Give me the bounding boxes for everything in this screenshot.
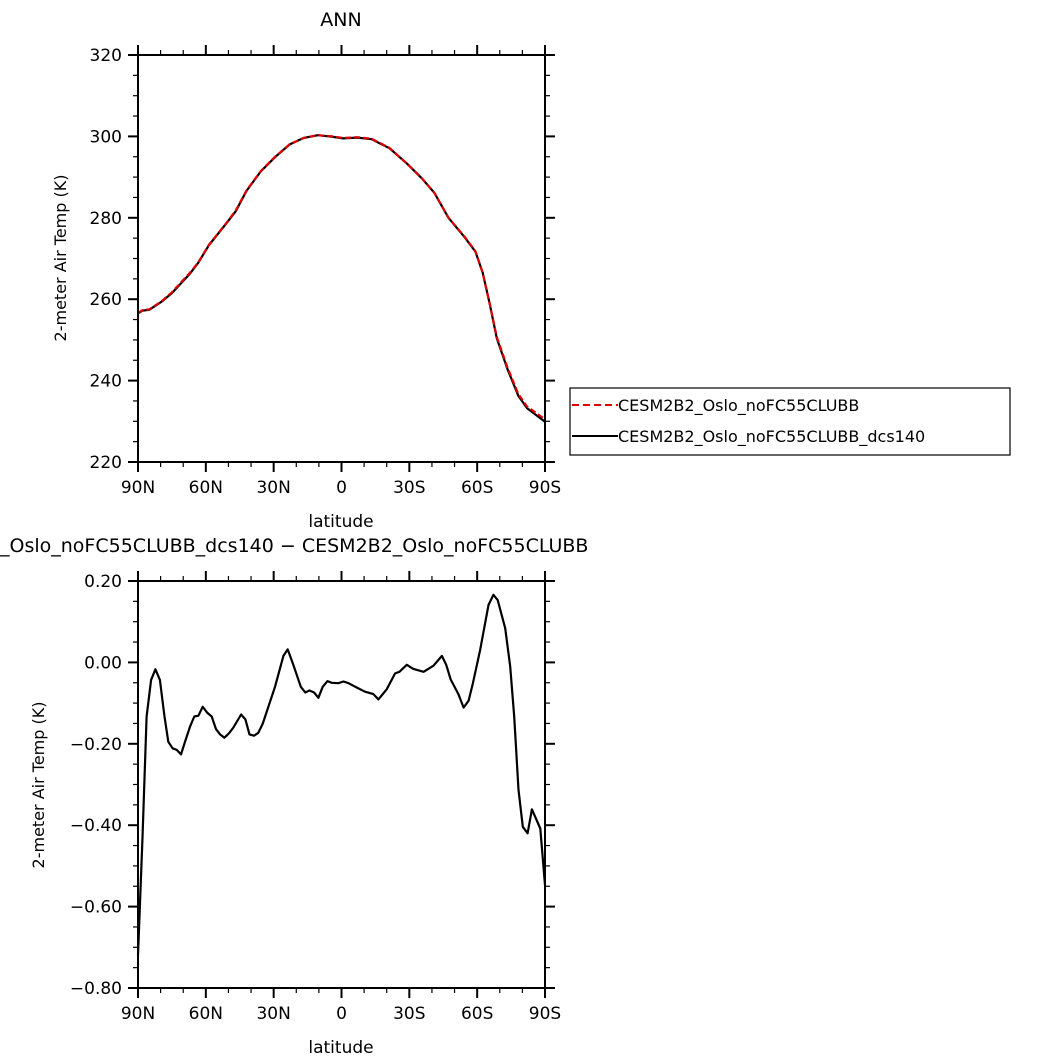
x-tick-label: 90S <box>529 478 561 498</box>
y-tick-label: 240 <box>90 372 122 392</box>
y-tick-label: −0.20 <box>70 735 122 755</box>
y-tick-label: 280 <box>90 209 122 229</box>
x-tick-label: 60S <box>461 1004 493 1024</box>
y-tick-label: 0.20 <box>84 572 122 592</box>
x-tick-label: 30N <box>256 478 290 498</box>
x-tick-label: 60S <box>461 478 493 498</box>
y-tick-label: −0.40 <box>70 816 122 836</box>
legend-box <box>569 387 1011 456</box>
y-tick-label: 320 <box>90 46 122 66</box>
x-tick-label: 0 <box>336 1004 347 1024</box>
y-tick-label: −0.60 <box>70 898 122 918</box>
panel-title: _Oslo_noFC55CLUBB_dcs140 − CESM2B2_Oslo_… <box>0 535 588 557</box>
panel-title: ANN <box>320 9 361 31</box>
y-axis-label: 2-meter Air Temp (K) <box>29 702 48 869</box>
x-tick-label: 60N <box>189 478 223 498</box>
plot-frame <box>137 580 546 989</box>
legend-label-dcs140: CESM2B2_Oslo_noFC55CLUBB_dcs140 <box>618 427 925 447</box>
x-tick-label: 90S <box>529 1004 561 1024</box>
x-axis-label: latitude <box>308 1038 373 1058</box>
x-tick-label: 90N <box>121 478 155 498</box>
x-tick-label: 30S <box>393 1004 425 1024</box>
y-tick-label: 220 <box>90 453 122 473</box>
series-line-control <box>137 134 546 421</box>
x-tick-label: 0 <box>336 478 347 498</box>
plot-frame <box>137 54 546 463</box>
y-tick-label: 0.00 <box>84 653 122 673</box>
y-tick-label: 300 <box>90 127 122 147</box>
series-line-main <box>136 593 547 956</box>
y-axis-label: 2-meter Air Temp (K) <box>51 175 70 342</box>
top-panel-zonal-mean: ANN latitude 2-meter Air Temp (K) 90N 60N… <box>51 9 561 532</box>
x-tick-label: 30S <box>393 478 425 498</box>
legend: CESM2B2_Oslo_noFC55CLUBB CESM2B2_Oslo_no… <box>569 387 1011 456</box>
y-tick-label: 260 <box>90 290 122 310</box>
x-axis-label: latitude <box>308 512 373 532</box>
x-tick-label: 30N <box>256 1004 290 1024</box>
legend-label-control: CESM2B2_Oslo_noFC55CLUBB <box>618 396 859 416</box>
x-tick-label: 90N <box>121 1004 155 1024</box>
y-tick-label: −0.80 <box>70 979 122 999</box>
x-tick-label: 60N <box>189 1004 223 1024</box>
bottom-panel-difference: _Oslo_noFC55CLUBB_dcs140 − CESM2B2_Oslo_… <box>0 535 588 1058</box>
